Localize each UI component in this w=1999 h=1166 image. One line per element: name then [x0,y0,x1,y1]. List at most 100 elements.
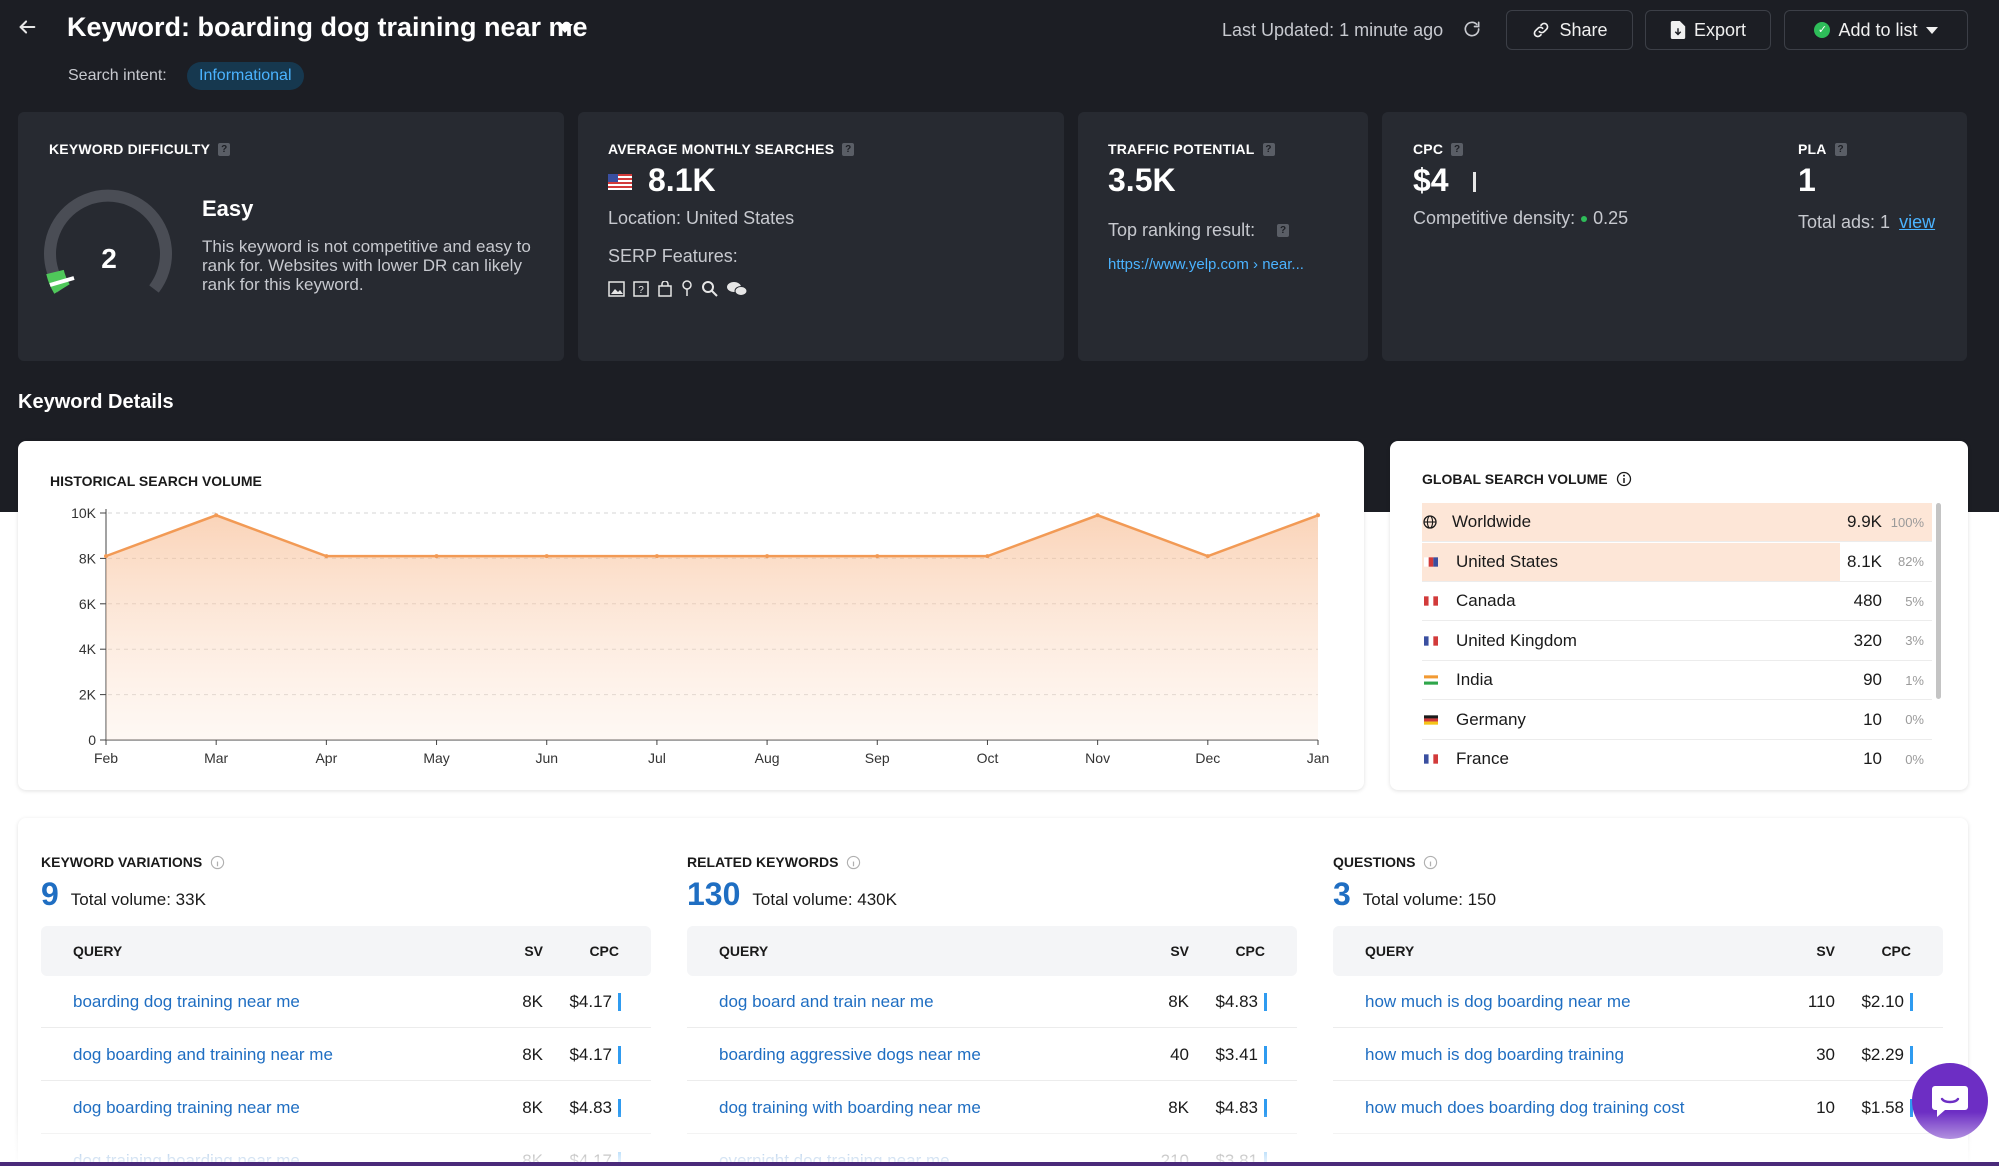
image-icon[interactable] [608,280,625,297]
chevron-down-icon[interactable] [557,24,573,33]
help-icon[interactable]: ? [1262,142,1275,156]
faq-icon[interactable]: ? [633,280,649,297]
country-row[interactable]: Canada 480 5% [1422,582,1932,621]
info-icon[interactable] [1423,855,1438,870]
query-column-header[interactable]: QUERY [1365,943,1415,959]
country-row[interactable]: France 10 0% [1422,740,1932,776]
search-icon[interactable] [701,280,718,297]
keyword-variations-title: KEYWORD VARIATIONS [41,854,203,870]
data-point[interactable] [985,554,990,559]
bottom-border [0,1162,1999,1166]
keyword-link[interactable]: how much is dog boarding training [1365,1044,1624,1064]
data-point[interactable] [104,554,108,559]
cpc-bar [1910,1046,1913,1065]
keyword-link[interactable]: dog board and train near me [719,991,934,1011]
keyword-variations-count[interactable]: 9 [41,876,59,912]
query-column-header[interactable]: QUERY [719,943,769,959]
country-row[interactable]: India 90 1% [1422,661,1932,700]
country-percent: 1% [1905,672,1924,688]
view-ads-link[interactable]: view [1899,212,1936,232]
data-point[interactable] [1095,513,1100,518]
data-point[interactable] [654,554,659,559]
link-icon [1534,22,1549,38]
data-point[interactable] [765,554,770,559]
country-volume: 320 [1853,630,1882,650]
info-icon[interactable] [846,855,861,870]
country-volume: 480 [1853,591,1882,610]
keyword-link[interactable]: dog training with boarding near me [719,1097,981,1117]
cpc-column-header[interactable]: CPC [1235,943,1265,959]
scrollbar-thumb[interactable] [1936,503,1941,699]
cpc-bar [618,1099,621,1118]
share-button[interactable]: Share [1506,10,1633,50]
info-icon[interactable] [1616,471,1632,487]
country-volume: 9.9K [1847,512,1882,531]
data-point[interactable] [324,554,329,559]
export-button[interactable]: Export [1645,10,1771,50]
help-icon[interactable]: ? [1277,224,1290,237]
related-keywords-summary: 130 Total volume: 430K [687,876,897,913]
top-ranking-url[interactable]: https://www.yelp.com › near... [1108,256,1304,273]
cpc-column-header[interactable]: CPC [1881,943,1911,959]
y-tick-label: 6K [79,596,97,612]
help-icon[interactable]: ? [842,142,855,156]
keyword-lists-panel: KEYWORD VARIATIONS 9 Total volume: 33K QUER… [18,818,1968,1166]
cpc-column-header[interactable]: CPC [589,943,619,959]
last-updated-text: Last Updated: 1 minute ago [1222,20,1444,40]
data-point[interactable] [875,554,880,559]
keyword-link[interactable]: boarding dog training near me [73,991,300,1011]
chat-support-button[interactable] [1912,1063,1988,1139]
cpc-label-text: CPC [1413,141,1444,157]
y-tick-label: 2K [79,687,97,703]
refresh-icon[interactable] [1462,19,1482,39]
country-name: Canada [1456,591,1516,610]
export-label: Export [1693,19,1747,40]
data-point[interactable] [214,513,219,518]
country-row[interactable]: Germany 10 0% [1422,701,1932,740]
cpc-value: $1.58 [1861,1097,1904,1117]
query-column-header[interactable]: QUERY [73,943,123,959]
data-point[interactable] [434,554,439,559]
sv-column-header[interactable]: SV [1816,943,1835,959]
historical-volume-title: HISTORICAL SEARCH VOLUME [50,473,262,489]
cpc-bar-indicator [1473,172,1476,192]
shopping-icon[interactable] [657,280,673,297]
add-to-list-button[interactable]: ✓ Add to list [1784,10,1968,50]
search-intent-label: Search intent: [68,67,167,84]
keyword-link[interactable]: boarding aggressive dogs near me [719,1044,981,1064]
kd-label-text: KEYWORD DIFFICULTY [49,141,211,157]
country-volume: 8.1K [1847,551,1882,571]
country-row[interactable]: Worldwide 9.9K 100% [1422,503,1932,542]
back-arrow-icon[interactable] [16,16,38,38]
country-percent: 82% [1897,554,1924,569]
country-row[interactable]: United Kingdom 320 3% [1422,622,1932,661]
country-row[interactable]: United States 8.1K 82% [1422,542,1932,582]
sv-column-header[interactable]: SV [524,943,543,959]
help-icon[interactable]: ? [218,142,231,156]
serp-features-label: SERP Features: [608,246,738,266]
table-header: QUERY SV CPC [687,926,1297,976]
page-title: Keyword: boarding dog training near me [67,12,588,42]
info-icon[interactable] [210,855,225,870]
country-name: Worldwide [1452,512,1532,531]
pla-value: 1 [1798,162,1816,198]
help-icon[interactable]: ? [1451,142,1464,156]
help-icon[interactable]: ? [1834,142,1847,156]
related-keywords-count[interactable]: 130 [687,876,741,912]
cpc-bar [1264,1046,1267,1065]
share-label: Share [1559,19,1608,40]
global-volume-title: GLOBAL SEARCH VOLUME [1422,471,1608,487]
data-point[interactable] [1316,513,1320,518]
global-volume-list: Worldwide 9.9K 100% United States 8.1K 82% Can… [1422,503,1932,776]
keyword-link[interactable]: how much is dog boarding near me [1365,991,1631,1011]
data-point[interactable] [1205,554,1210,559]
keyword-link[interactable]: dog boarding training near me [73,1097,300,1117]
keyword-link[interactable]: how much does boarding dog training cost [1365,1097,1685,1117]
keyword-link[interactable]: dog boarding and training near me [73,1044,333,1064]
questions-count[interactable]: 3 [1333,876,1351,912]
reviews-icon[interactable] [726,280,748,297]
sv-column-header[interactable]: SV [1170,943,1189,959]
cpc-bar [1264,1099,1267,1118]
data-point[interactable] [544,554,549,559]
local-pin-icon[interactable] [681,280,693,297]
